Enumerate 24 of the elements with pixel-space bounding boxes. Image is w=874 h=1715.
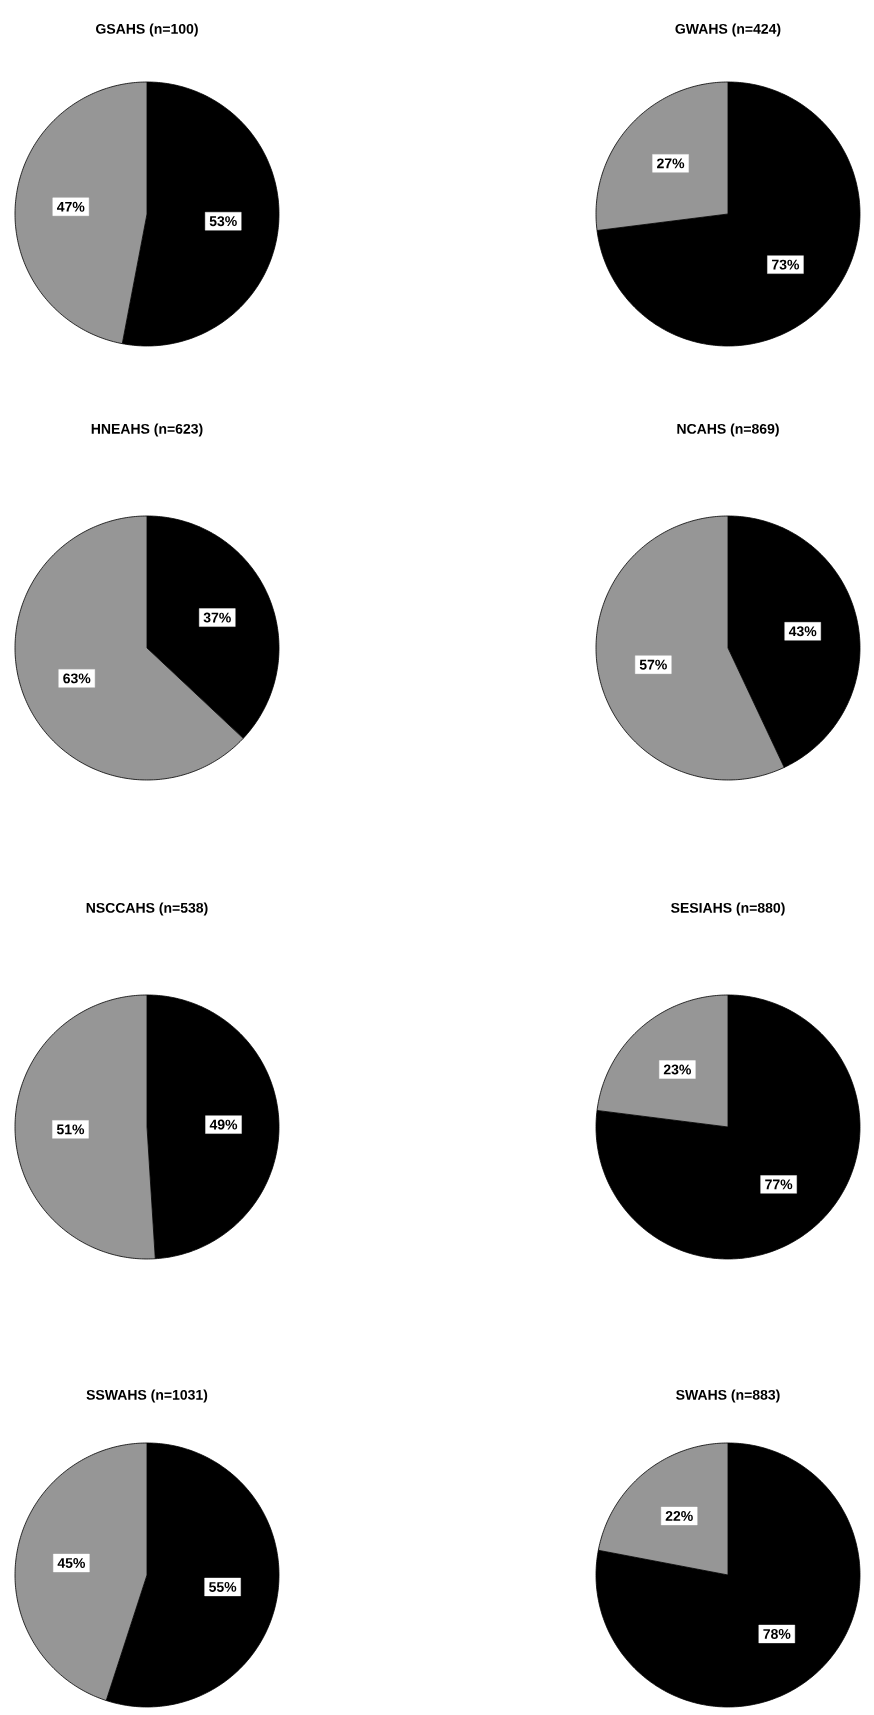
data-label: 77% xyxy=(765,1179,793,1190)
data-label: 22% xyxy=(665,1511,693,1521)
chart-title: SSWAHS (n=1031) xyxy=(86,1389,208,1403)
chart-title: HNEAHS (n=623) xyxy=(91,423,203,437)
data-label: 73% xyxy=(772,259,800,270)
data-label: 23% xyxy=(663,1064,691,1075)
data-label: 63% xyxy=(63,673,91,684)
data-label: 37% xyxy=(203,612,231,623)
data-label: 51% xyxy=(56,1124,85,1135)
chart-title: GWAHS (n=424) xyxy=(675,23,781,37)
chart-title: GSAHS (n=100) xyxy=(96,23,198,37)
data-label: 27% xyxy=(657,158,685,169)
chart-title: NCAHS (n=869) xyxy=(677,423,779,437)
data-label: 47% xyxy=(56,201,85,212)
data-label: 53% xyxy=(209,216,237,227)
chart-title: NSCCAHS (n=538) xyxy=(86,902,208,916)
data-label: 43% xyxy=(788,626,817,637)
chart-title: SWAHS (n=883) xyxy=(676,1389,780,1403)
data-label: 78% xyxy=(763,1629,791,1639)
data-label: 45% xyxy=(57,1558,86,1568)
data-label: 55% xyxy=(209,1582,237,1592)
chart-title: SESIAHS (n=880) xyxy=(671,902,785,916)
data-label: 49% xyxy=(209,1119,238,1130)
data-label: 57% xyxy=(639,659,667,670)
